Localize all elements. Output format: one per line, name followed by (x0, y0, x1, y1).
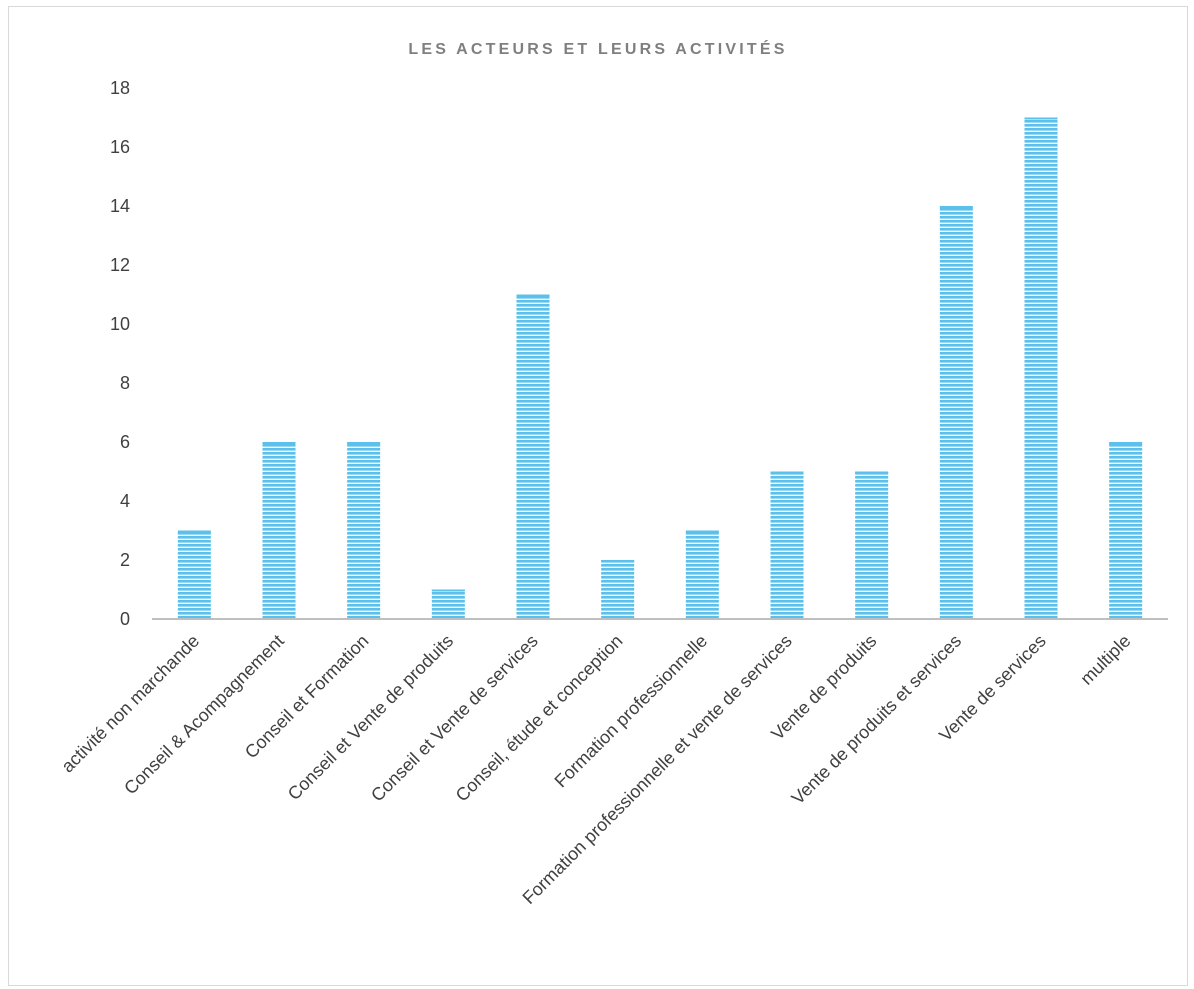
bar (939, 206, 973, 619)
chart-title: LES ACTEURS ET LEURS ACTIVITÉS (408, 41, 788, 58)
bar (1109, 442, 1143, 619)
bar (770, 471, 804, 619)
bar-top-edge (939, 206, 973, 208)
y-tick-label: 18 (110, 78, 130, 98)
y-tick-label: 10 (110, 314, 130, 334)
bar-top-edge (347, 442, 381, 444)
bar (516, 294, 550, 619)
bar (685, 530, 719, 619)
bar (855, 471, 889, 619)
bar (177, 530, 211, 619)
y-tick-label: 4 (120, 491, 130, 511)
y-tick-label: 16 (110, 137, 130, 157)
y-tick-label: 2 (120, 550, 130, 570)
x-category-label: Conseil et Vente de services (367, 631, 542, 806)
bar-top-edge (177, 530, 211, 533)
y-axis-ticks: 0 2 4 6 8 10 12 14 16 18 (110, 78, 130, 629)
x-category-label: Conseil & Acompagnement (120, 631, 288, 799)
bar-top-edge (770, 471, 804, 474)
y-tick-label: 6 (120, 432, 130, 452)
bar (431, 589, 465, 619)
x-category-label: Vente de produits et services (788, 631, 966, 809)
x-category-label: multiple (1076, 631, 1134, 689)
x-category-label: activité non marchande (57, 631, 203, 777)
bar-top-edge (601, 560, 635, 562)
bars (177, 117, 1143, 619)
bar-top-edge (1109, 442, 1143, 444)
bar-top-edge (685, 530, 719, 533)
y-tick-label: 12 (110, 255, 130, 275)
y-tick-label: 0 (120, 609, 130, 629)
bar (1024, 117, 1058, 619)
bar-top-edge (855, 471, 889, 474)
y-tick-label: 8 (120, 373, 130, 393)
bar (262, 442, 296, 619)
bar-top-edge (262, 442, 296, 444)
x-category-label: Formation professionnelle (551, 631, 712, 792)
bar-top-edge (516, 294, 550, 297)
x-category-label: Conseil, étude et conception (452, 631, 627, 806)
x-category-label: Conseil et Vente de produits (284, 631, 457, 804)
bar-top-edge (431, 589, 465, 592)
bar (347, 442, 381, 619)
y-tick-label: 14 (110, 196, 130, 216)
bar (601, 560, 635, 619)
chart-frame: LES ACTEURS ET LEURS ACTIVITÉS (8, 6, 1188, 986)
bar-top-edge (1024, 117, 1058, 120)
